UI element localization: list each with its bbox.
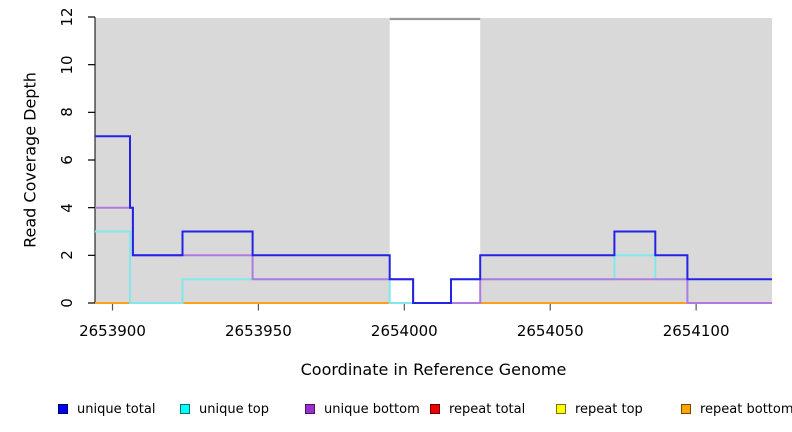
legend-item-repeat-top: repeat top (556, 401, 643, 417)
shaded-region (95, 18, 390, 303)
y-tick-label: 4 (58, 202, 76, 213)
legend-label: repeat total (449, 401, 526, 417)
y-tick-label: 12 (58, 7, 76, 27)
legend-swatch-repeat-total (430, 404, 440, 414)
legend-swatch-repeat-top (556, 404, 566, 414)
legend-swatch-unique-total (58, 404, 68, 414)
legend-swatch-unique-bottom (305, 404, 315, 414)
y-tick-label: 6 (58, 155, 76, 165)
legend-label: unique bottom (324, 401, 420, 417)
legend-label: repeat top (575, 401, 643, 417)
legend-label: repeat bottom (700, 401, 792, 417)
legend-item-unique-total: unique total (58, 401, 156, 417)
legend-swatch-repeat-bottom (681, 404, 691, 414)
shaded-region (480, 18, 772, 303)
x-tick-label: 2653900 (79, 322, 146, 340)
y-tick-label: 0 (58, 298, 76, 308)
legend-label: unique top (199, 401, 270, 417)
x-tick-label: 2654100 (662, 322, 730, 340)
y-tick-label: 8 (58, 107, 76, 118)
legend-item-repeat-total: repeat total (430, 401, 526, 417)
x-tick-label: 2654050 (516, 322, 584, 340)
y-tick-label: 2 (58, 250, 76, 261)
legend-item-unique-top: unique top (180, 401, 270, 417)
legend-swatch-unique-top (180, 404, 190, 414)
x-axis-title: Coordinate in Reference Genome (300, 360, 567, 379)
x-tick-label: 2653950 (225, 322, 292, 340)
legend-item-repeat-bottom: repeat bottom (681, 401, 792, 417)
y-axis-title: Read Coverage Depth (20, 72, 40, 248)
x-tick-label: 2654000 (370, 322, 438, 340)
legend-item-unique-bottom: unique bottom (305, 401, 420, 417)
series-line-unique-total (95, 135, 772, 304)
legend-label: unique total (77, 401, 156, 417)
y-tick-label: 10 (58, 55, 76, 75)
